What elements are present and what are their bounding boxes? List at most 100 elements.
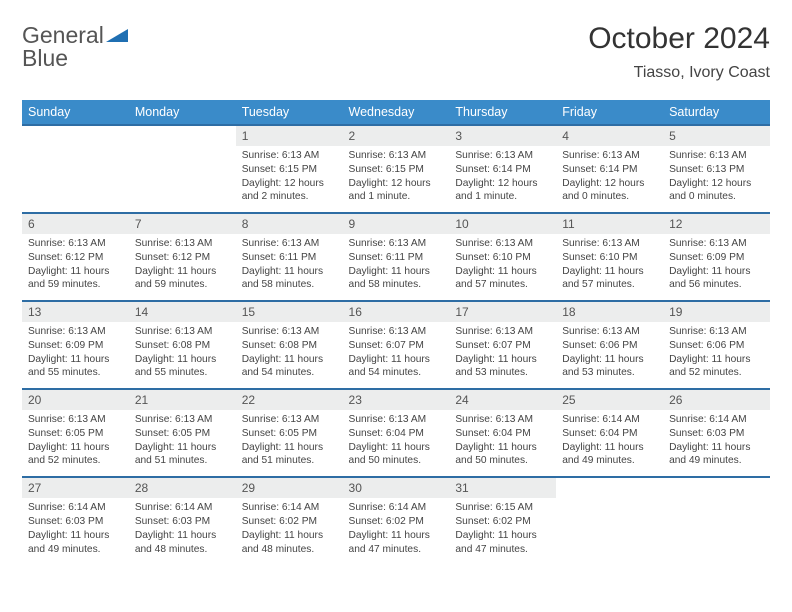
day-cell	[22, 146, 129, 213]
day-header: Friday	[556, 100, 663, 125]
daylight-text: Daylight: 11 hours and 48 minutes.	[242, 529, 337, 557]
sunrise-text: Sunrise: 6:13 AM	[242, 325, 337, 339]
daylight-text: Daylight: 11 hours and 50 minutes.	[349, 441, 444, 469]
daylight-text: Daylight: 11 hours and 47 minutes.	[455, 529, 550, 557]
daylight-text: Daylight: 11 hours and 49 minutes.	[28, 529, 123, 557]
daylight-text: Daylight: 11 hours and 47 minutes.	[349, 529, 444, 557]
sunrise-text: Sunrise: 6:13 AM	[28, 237, 123, 251]
day-number: 17	[449, 301, 556, 322]
sunrise-text: Sunrise: 6:13 AM	[455, 413, 550, 427]
daylight-text: Daylight: 12 hours and 1 minute.	[349, 177, 444, 205]
day-cell	[129, 146, 236, 213]
brand-logo: General Blue	[22, 24, 128, 70]
sunset-text: Sunset: 6:12 PM	[28, 251, 123, 265]
calendar-table: Sunday Monday Tuesday Wednesday Thursday…	[22, 100, 770, 564]
data-row: Sunrise: 6:13 AMSunset: 6:05 PMDaylight:…	[22, 410, 770, 477]
sunset-text: Sunset: 6:15 PM	[242, 163, 337, 177]
day-number: 20	[22, 389, 129, 410]
daylight-text: Daylight: 11 hours and 55 minutes.	[28, 353, 123, 381]
day-number: 9	[343, 213, 450, 234]
daylight-text: Daylight: 11 hours and 49 minutes.	[669, 441, 764, 469]
page-title: October 2024	[588, 24, 770, 54]
day-number: 4	[556, 125, 663, 146]
day-cell: Sunrise: 6:13 AMSunset: 6:05 PMDaylight:…	[129, 410, 236, 477]
day-number: 1	[236, 125, 343, 146]
sunrise-text: Sunrise: 6:13 AM	[135, 237, 230, 251]
sunrise-text: Sunrise: 6:13 AM	[135, 325, 230, 339]
day-header: Saturday	[663, 100, 770, 125]
day-cell: Sunrise: 6:13 AMSunset: 6:09 PMDaylight:…	[22, 322, 129, 389]
day-cell: Sunrise: 6:13 AMSunset: 6:05 PMDaylight:…	[22, 410, 129, 477]
day-number	[556, 477, 663, 498]
sunset-text: Sunset: 6:10 PM	[562, 251, 657, 265]
day-cell: Sunrise: 6:13 AMSunset: 6:06 PMDaylight:…	[663, 322, 770, 389]
sunset-text: Sunset: 6:05 PM	[242, 427, 337, 441]
sunset-text: Sunset: 6:14 PM	[562, 163, 657, 177]
day-number: 7	[129, 213, 236, 234]
sunset-text: Sunset: 6:06 PM	[669, 339, 764, 353]
day-number: 10	[449, 213, 556, 234]
day-number: 8	[236, 213, 343, 234]
day-number: 21	[129, 389, 236, 410]
day-cell: Sunrise: 6:13 AMSunset: 6:07 PMDaylight:…	[343, 322, 450, 389]
day-cell	[556, 498, 663, 564]
data-row: Sunrise: 6:13 AMSunset: 6:09 PMDaylight:…	[22, 322, 770, 389]
daylight-text: Daylight: 11 hours and 55 minutes.	[135, 353, 230, 381]
sunset-text: Sunset: 6:12 PM	[135, 251, 230, 265]
day-header-row: Sunday Monday Tuesday Wednesday Thursday…	[22, 100, 770, 125]
day-cell: Sunrise: 6:13 AMSunset: 6:15 PMDaylight:…	[343, 146, 450, 213]
day-cell: Sunrise: 6:13 AMSunset: 6:12 PMDaylight:…	[22, 234, 129, 301]
day-number: 12	[663, 213, 770, 234]
daylight-text: Daylight: 11 hours and 53 minutes.	[562, 353, 657, 381]
day-cell: Sunrise: 6:15 AMSunset: 6:02 PMDaylight:…	[449, 498, 556, 564]
day-number: 2	[343, 125, 450, 146]
day-cell: Sunrise: 6:13 AMSunset: 6:09 PMDaylight:…	[663, 234, 770, 301]
sunrise-text: Sunrise: 6:13 AM	[455, 325, 550, 339]
sunrise-text: Sunrise: 6:13 AM	[242, 237, 337, 251]
sunset-text: Sunset: 6:07 PM	[455, 339, 550, 353]
daylight-text: Daylight: 12 hours and 0 minutes.	[669, 177, 764, 205]
sunrise-text: Sunrise: 6:13 AM	[669, 325, 764, 339]
daylight-text: Daylight: 11 hours and 50 minutes.	[455, 441, 550, 469]
day-cell	[663, 498, 770, 564]
daynum-row: 12345	[22, 125, 770, 146]
sunset-text: Sunset: 6:02 PM	[455, 515, 550, 529]
day-number: 19	[663, 301, 770, 322]
daynum-row: 13141516171819	[22, 301, 770, 322]
sunrise-text: Sunrise: 6:14 AM	[349, 501, 444, 515]
sunset-text: Sunset: 6:09 PM	[28, 339, 123, 353]
sunset-text: Sunset: 6:07 PM	[349, 339, 444, 353]
day-cell: Sunrise: 6:13 AMSunset: 6:05 PMDaylight:…	[236, 410, 343, 477]
sunrise-text: Sunrise: 6:13 AM	[349, 325, 444, 339]
sunset-text: Sunset: 6:03 PM	[135, 515, 230, 529]
day-number: 18	[556, 301, 663, 322]
sunset-text: Sunset: 6:08 PM	[135, 339, 230, 353]
day-cell: Sunrise: 6:13 AMSunset: 6:04 PMDaylight:…	[449, 410, 556, 477]
sunset-text: Sunset: 6:15 PM	[349, 163, 444, 177]
data-row: Sunrise: 6:13 AMSunset: 6:12 PMDaylight:…	[22, 234, 770, 301]
sunrise-text: Sunrise: 6:13 AM	[669, 237, 764, 251]
day-cell: Sunrise: 6:13 AMSunset: 6:11 PMDaylight:…	[236, 234, 343, 301]
sunset-text: Sunset: 6:11 PM	[349, 251, 444, 265]
daylight-text: Daylight: 11 hours and 56 minutes.	[669, 265, 764, 293]
sunrise-text: Sunrise: 6:13 AM	[562, 237, 657, 251]
brand-triangle-icon	[106, 24, 128, 47]
sunrise-text: Sunrise: 6:13 AM	[28, 413, 123, 427]
daylight-text: Daylight: 11 hours and 51 minutes.	[242, 441, 337, 469]
day-header: Thursday	[449, 100, 556, 125]
sunrise-text: Sunrise: 6:13 AM	[349, 237, 444, 251]
daylight-text: Daylight: 11 hours and 58 minutes.	[349, 265, 444, 293]
day-number: 28	[129, 477, 236, 498]
brand-part2: Blue	[22, 47, 128, 70]
sunrise-text: Sunrise: 6:14 AM	[28, 501, 123, 515]
day-cell: Sunrise: 6:13 AMSunset: 6:08 PMDaylight:…	[236, 322, 343, 389]
day-cell: Sunrise: 6:14 AMSunset: 6:04 PMDaylight:…	[556, 410, 663, 477]
day-number: 6	[22, 213, 129, 234]
day-cell: Sunrise: 6:13 AMSunset: 6:07 PMDaylight:…	[449, 322, 556, 389]
sunset-text: Sunset: 6:02 PM	[242, 515, 337, 529]
sunrise-text: Sunrise: 6:14 AM	[669, 413, 764, 427]
day-header: Sunday	[22, 100, 129, 125]
day-number: 3	[449, 125, 556, 146]
sunrise-text: Sunrise: 6:13 AM	[455, 237, 550, 251]
sunrise-text: Sunrise: 6:13 AM	[562, 149, 657, 163]
